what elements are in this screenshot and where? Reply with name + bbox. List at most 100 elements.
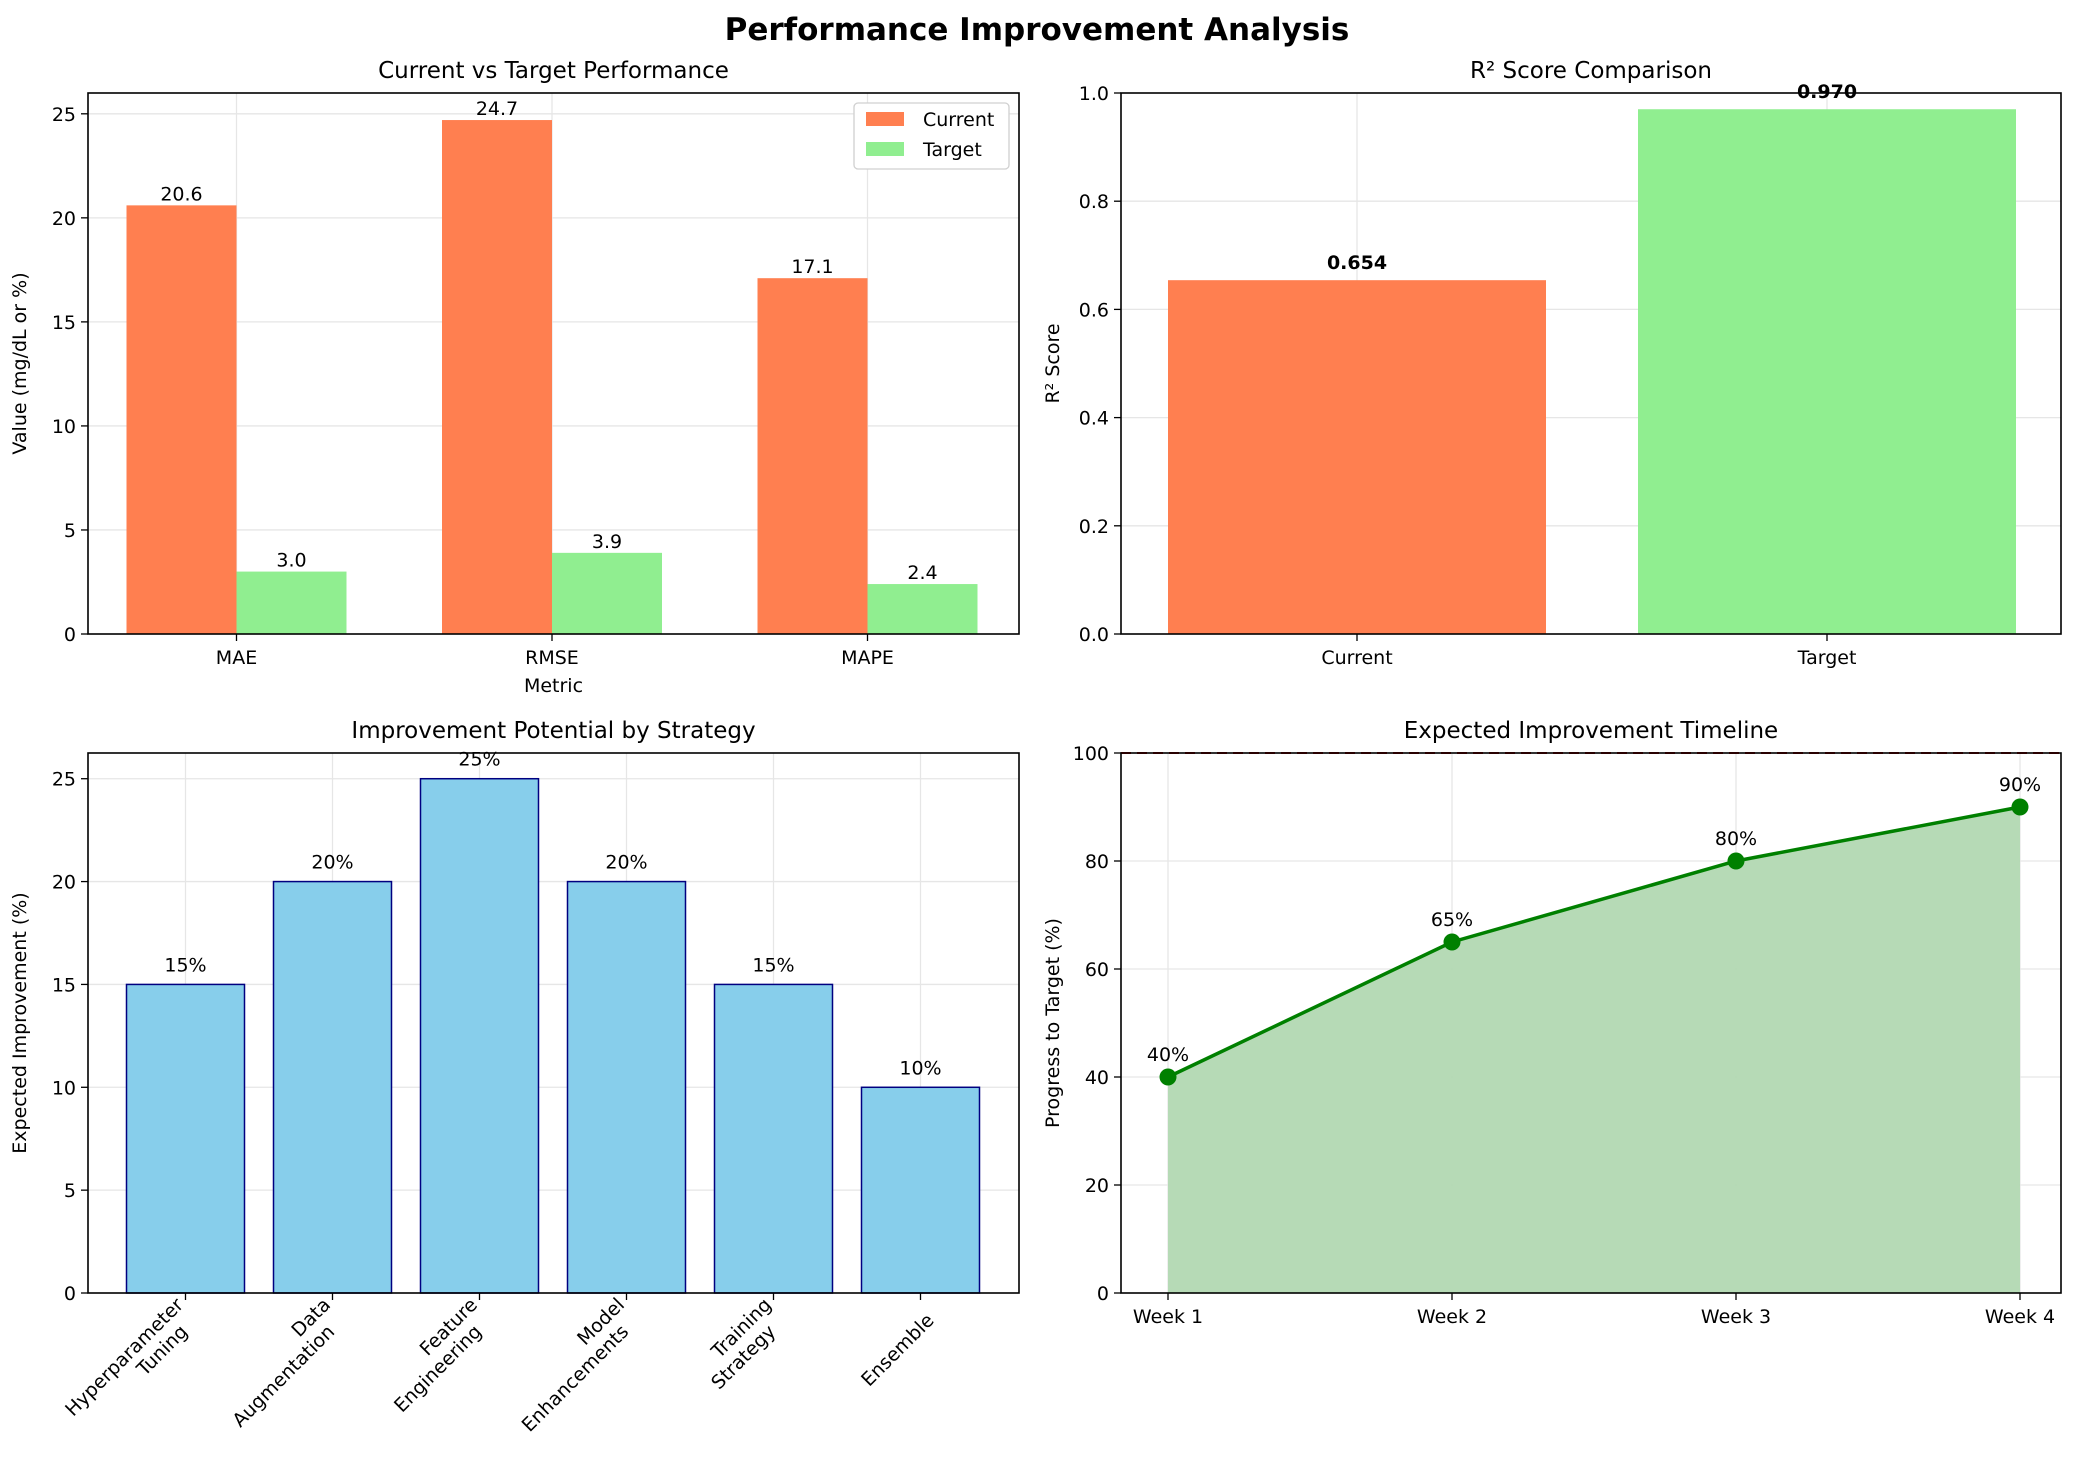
bar-value-label: 10% bbox=[899, 1057, 941, 1079]
panel-title: R² Score Comparison bbox=[1470, 58, 1712, 84]
y-tick-label: 0.6 bbox=[1079, 299, 1109, 321]
bar-strategy bbox=[125, 983, 246, 1294]
axes-frame bbox=[87, 752, 1020, 1294]
y-axis-label: Progress to Target (%) bbox=[1042, 918, 1064, 1128]
panel-r2-comparison: 0.0 0.2 0.4 0.6 0.8 1.0 R² Score Comparison R² … bbox=[1042, 58, 2062, 669]
bar-value-label: 2.4 bbox=[907, 562, 937, 584]
y-axis-label: R² Score bbox=[1042, 323, 1064, 403]
y-tick-label: 5 bbox=[64, 520, 76, 542]
x-tick-label: Target bbox=[1797, 647, 1857, 669]
progress-area bbox=[1168, 807, 2020, 1293]
x-tick-label: MAPE bbox=[841, 647, 894, 669]
x-tick-label: Week 3 bbox=[1701, 1306, 1771, 1328]
bar-value-label: 3.0 bbox=[276, 550, 306, 572]
x-tick-label-line: Ensemble bbox=[857, 1309, 938, 1390]
y-tick-label: 0 bbox=[64, 1283, 76, 1305]
point-value-label: 90% bbox=[1999, 774, 2041, 796]
y-tick-label: 5 bbox=[64, 1180, 76, 1202]
panel-title: Current vs Target Performance bbox=[378, 58, 729, 84]
progress-point bbox=[1443, 933, 1461, 951]
x-tick-label: Week 1 bbox=[1133, 1306, 1203, 1328]
x-tick-label: Week 4 bbox=[1985, 1306, 2055, 1328]
bar-strategy bbox=[860, 1086, 981, 1294]
panel-title: Expected Improvement Timeline bbox=[1404, 718, 1778, 744]
y-tick-label: 15 bbox=[52, 312, 76, 334]
y-tick-label: 60 bbox=[1085, 959, 1109, 981]
bar-r2-target bbox=[1638, 109, 2016, 635]
bar-value-label: 0.654 bbox=[1327, 252, 1387, 274]
bar-r2-current bbox=[1168, 280, 1546, 634]
x-tick-label: RMSE bbox=[525, 647, 579, 669]
point-value-label: 65% bbox=[1431, 909, 1473, 931]
x-tick-label: DataAugmentation bbox=[213, 1294, 351, 1432]
y-tick-label: 80 bbox=[1085, 851, 1109, 873]
y-tick-label: 20 bbox=[52, 872, 76, 894]
y-tick-label: 10 bbox=[52, 416, 76, 438]
x-tick-label-line: Enhancements bbox=[518, 1321, 634, 1437]
x-tick-label: TrainingStrategy bbox=[692, 1294, 792, 1394]
y-tick-label: 10 bbox=[52, 1077, 76, 1099]
y-tick-label: 0.2 bbox=[1079, 516, 1109, 538]
y-tick-label: 100 bbox=[1073, 743, 1109, 765]
bar-value-label: 20% bbox=[311, 852, 353, 874]
point-value-label: 80% bbox=[1715, 828, 1757, 850]
legend-label: Current bbox=[923, 109, 994, 131]
bar-value-label: 25% bbox=[458, 749, 500, 771]
bar-current bbox=[757, 278, 868, 634]
y-tick-label: 1.0 bbox=[1079, 83, 1109, 105]
progress-point bbox=[1159, 1068, 1177, 1086]
y-tick-label: 25 bbox=[52, 104, 76, 126]
x-tick-label: FeatureEngineering bbox=[374, 1294, 497, 1417]
panel-title: Improvement Potential by Strategy bbox=[351, 718, 755, 744]
point-value-label: 40% bbox=[1147, 1044, 1189, 1066]
bar-strategy bbox=[272, 880, 393, 1294]
y-tick-label: 0 bbox=[64, 624, 76, 646]
bar-strategy bbox=[419, 777, 540, 1294]
y-tick-label: 25 bbox=[52, 769, 76, 791]
x-tick-label: HyperparameterTuning bbox=[61, 1294, 204, 1437]
axes-frame bbox=[87, 92, 1020, 635]
x-tick-label: ModelEnhancements bbox=[502, 1294, 644, 1436]
y-tick-label: 20 bbox=[1085, 1175, 1109, 1197]
y-tick-label: 0 bbox=[1097, 1283, 1109, 1305]
bar-value-label: 20% bbox=[605, 852, 647, 874]
panel-improvement-timeline: 0 20 40 60 80 100 Expected Improvement Timelin… bbox=[1042, 718, 2062, 1328]
progress-point bbox=[2011, 798, 2029, 816]
bar-value-label: 17.1 bbox=[791, 256, 833, 278]
bar-current bbox=[126, 205, 237, 634]
y-tick-label: 20 bbox=[52, 208, 76, 230]
panel-current-vs-target: 0 5 10 15 20 25 Current vs Target Performance V… bbox=[9, 58, 1020, 697]
bar-strategy bbox=[713, 983, 834, 1294]
y-tick-label: 15 bbox=[52, 974, 76, 996]
figure-title: Performance Improvement Analysis bbox=[725, 12, 1350, 48]
axes-frame bbox=[1120, 92, 2062, 635]
bar-value-label: 15% bbox=[164, 954, 206, 976]
legend-label: Target bbox=[922, 139, 982, 161]
y-tick-label: 40 bbox=[1085, 1067, 1109, 1089]
y-axis-label: Expected Improvement (%) bbox=[9, 892, 31, 1153]
y-tick-label: 0.0 bbox=[1079, 624, 1109, 646]
legend-swatch-current bbox=[866, 112, 904, 126]
y-tick-label: 0.8 bbox=[1079, 191, 1109, 213]
x-tick-label-line: Augmentation bbox=[228, 1321, 339, 1432]
bar-value-label: 3.9 bbox=[592, 531, 622, 553]
bar-value-label: 24.7 bbox=[476, 98, 518, 120]
legend: Current Target bbox=[853, 102, 1010, 170]
bar-strategy bbox=[566, 880, 687, 1294]
x-tick-label: MAE bbox=[216, 647, 257, 669]
y-axis-label: Value (mg/dL or %) bbox=[9, 272, 31, 454]
bar-target bbox=[552, 552, 662, 634]
legend-swatch-target bbox=[866, 142, 904, 156]
bar-value-label: 20.6 bbox=[160, 183, 202, 205]
x-tick-label: Ensemble bbox=[857, 1309, 938, 1390]
x-tick-label: Current bbox=[1321, 647, 1392, 669]
axes-frame bbox=[1120, 752, 2062, 1294]
bar-value-label: 15% bbox=[752, 954, 794, 976]
y-tick-label: 0.4 bbox=[1079, 408, 1109, 430]
progress-point bbox=[1727, 852, 1745, 870]
progress-line bbox=[1167, 805, 2021, 1079]
panel-strategy-improvement: 0 5 10 15 20 25 Improvement Potential by Strat… bbox=[9, 718, 1020, 1437]
x-axis-label: Metric bbox=[524, 675, 583, 697]
x-tick-label: Week 2 bbox=[1417, 1306, 1487, 1328]
